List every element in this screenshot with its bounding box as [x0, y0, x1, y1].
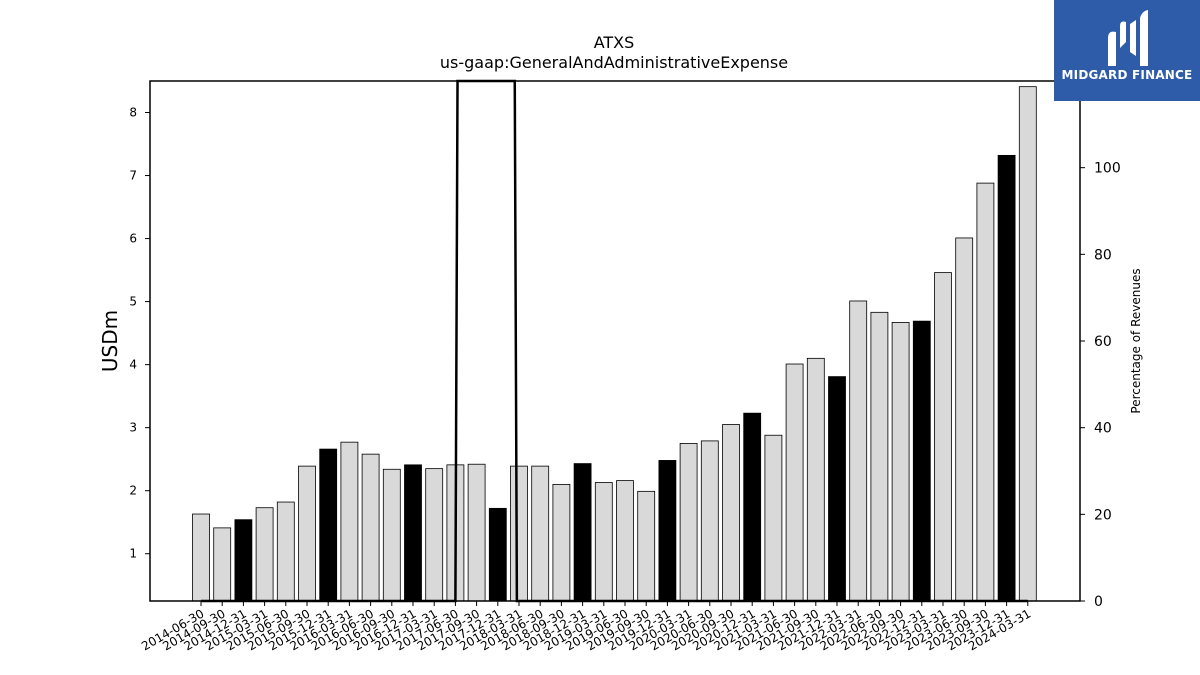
bar-2022-12-31 [912, 320, 931, 602]
bar-2020-12-31 [743, 412, 762, 602]
bar-series [192, 86, 1037, 602]
bar-2021-06-30 [785, 363, 804, 602]
y-tick-label: 4 [129, 358, 137, 372]
bar-2021-03-31 [764, 434, 783, 602]
y-tick-label: 3 [129, 421, 137, 435]
bar-2019-12-31 [658, 460, 677, 602]
y2-tick-label: 80 [1094, 247, 1112, 263]
y-tick-label: 8 [129, 106, 137, 120]
bar-2014-06-30 [192, 513, 210, 602]
bar-2016-09-30 [382, 468, 401, 602]
logo-text: MIDGARD FINANCE [1061, 68, 1193, 82]
bar-2021-09-30 [806, 357, 825, 602]
bar-2020-03-31 [679, 443, 698, 602]
bar-2019-03-31 [594, 482, 613, 602]
bar-2016-12-31 [404, 464, 422, 602]
bar-2017-09-30 [467, 463, 486, 602]
y2-tick-label: 40 [1094, 421, 1112, 437]
bar-2019-09-30 [637, 490, 656, 602]
y-tick-label: 5 [129, 295, 137, 309]
bar-2022-09-30 [891, 322, 910, 602]
y-tick-label: 1 [129, 547, 137, 561]
bar-2020-09-30 [722, 424, 740, 602]
chart-subtitle: us-gaap:GeneralAndAdministrativeExpense [440, 53, 788, 72]
y-tick-label: 6 [129, 232, 137, 246]
bar-2022-03-31 [849, 300, 868, 602]
bar-2021-12-31 [828, 376, 846, 602]
bar-2017-03-31 [425, 468, 444, 602]
y-tick-label: 2 [129, 484, 137, 498]
bar-2024-03-31 [1018, 86, 1037, 602]
logo-mark-icon [1108, 10, 1148, 67]
y2-tick-label: 0 [1094, 594, 1103, 610]
bar-2018-06-30 [531, 465, 550, 602]
midgard-finance-logo: MIDGARD FINANCE [1054, 0, 1200, 101]
bar-2023-12-31 [997, 154, 1016, 602]
bar-2016-06-30 [361, 453, 380, 602]
y-axis-right: 0 20 40 60 80 100 [1080, 161, 1121, 610]
bar-2017-12-31 [488, 507, 507, 602]
bar-2019-06-30 [616, 480, 634, 602]
bar-2014-12-31 [234, 519, 253, 602]
bar-2023-03-31 [934, 272, 952, 602]
y-axis-label: USDm [98, 310, 122, 372]
bar-2023-09-30 [976, 182, 995, 602]
bar-2018-03-31 [510, 465, 528, 602]
bar-2020-06-30 [700, 440, 719, 602]
bar-2015-03-31 [255, 507, 274, 602]
bar-2015-09-30 [298, 465, 316, 602]
bar-2018-09-30 [552, 483, 571, 602]
bar-2014-09-30 [213, 527, 232, 602]
bar-2015-12-31 [319, 448, 338, 602]
y2-tick-label: 100 [1094, 161, 1121, 177]
bar-2016-03-31 [340, 441, 359, 602]
bar-2015-06-30 [276, 501, 295, 602]
y2-tick-label: 60 [1094, 334, 1112, 350]
y2-tick-label: 20 [1094, 507, 1112, 523]
y-tick-label: 7 [129, 169, 137, 183]
bar-2018-12-31 [573, 463, 592, 602]
y2-axis-label: Percentage of Revenues [1129, 268, 1143, 413]
bar-2022-06-30 [870, 311, 889, 602]
chart-title: ATXS [594, 33, 635, 52]
bar-2023-06-30 [955, 237, 974, 602]
x-axis: 2014-06-302014-09-302014-12-312015-03-31… [139, 601, 1033, 653]
y-axis-left: 1 2 3 4 5 6 7 8 [129, 106, 150, 561]
